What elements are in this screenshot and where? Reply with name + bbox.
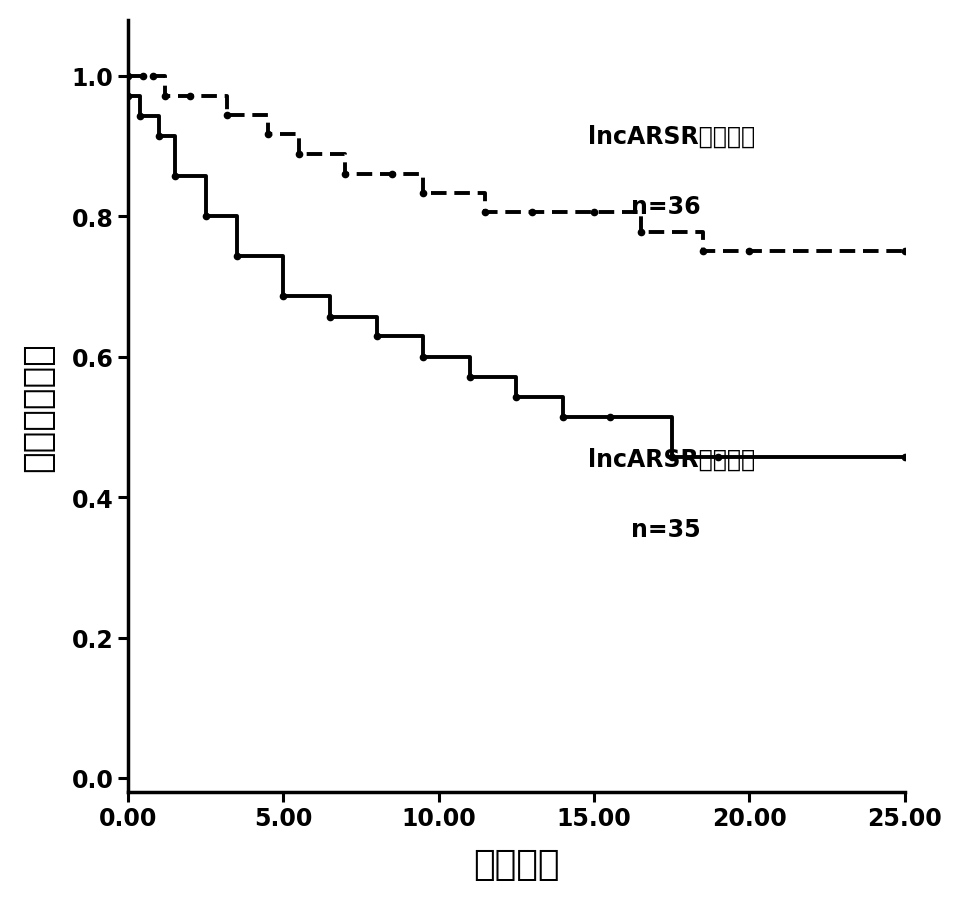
Text: lncARSR高浓度组: lncARSR高浓度组	[587, 124, 755, 149]
Y-axis label: 无进展生存期: 无进展生存期	[21, 342, 55, 471]
X-axis label: 治疗时间: 治疗时间	[473, 847, 560, 881]
Text: n=35: n=35	[632, 517, 701, 541]
Text: n=36: n=36	[632, 195, 701, 218]
Text: lncARSR低浓度组: lncARSR低浓度组	[587, 447, 755, 471]
